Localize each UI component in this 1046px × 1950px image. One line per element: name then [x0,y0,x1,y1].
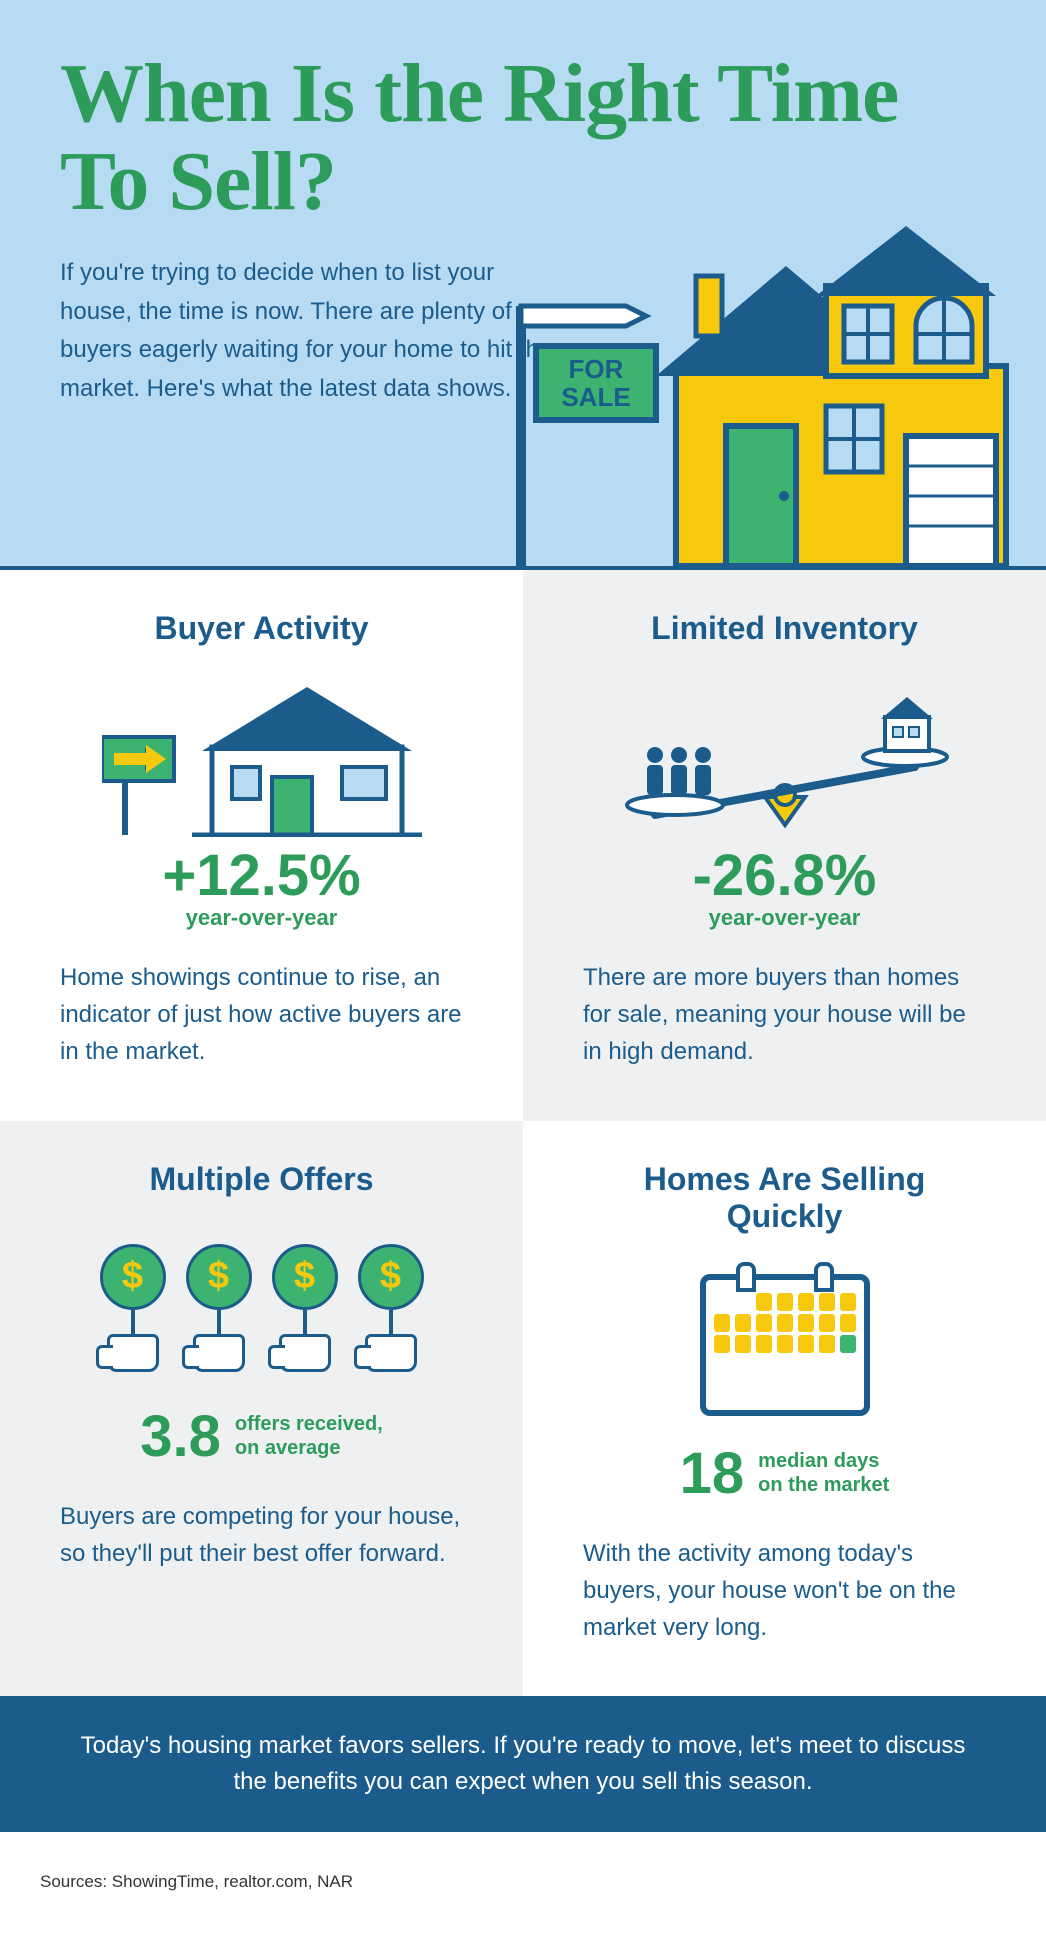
sources-text: Sources: ShowingTime, realtor.com, NAR [0,1832,1046,1942]
hero-section: When Is the Right Time To Sell? If you'r… [0,0,1046,570]
cell-desc: Home showings continue to rise, an indic… [60,959,463,1071]
cell-multiple-offers: Multiple Offers $ $ $ $ 3.8 offers recei… [0,1121,523,1697]
page-title: When Is the Right Time To Sell? [60,50,986,226]
auction-paddles-icon: $ $ $ $ [60,1223,463,1393]
seesaw-icon [583,672,986,842]
cell-desc: With the activity among today's buyers, … [583,1535,986,1647]
stat-value: 3.8 [140,1403,221,1470]
stat-value: -26.8% [583,842,986,909]
stat-label: year-over-year [583,905,986,931]
stats-grid: Buyer Activity +12.5% year-over-year Hom… [0,570,1046,1696]
cell-limited-inventory: Limited Inventory [523,570,1046,1121]
cell-title: Limited Inventory [583,610,986,647]
buyer-activity-icon [60,672,463,842]
calendar-icon [583,1260,986,1430]
cell-buyer-activity: Buyer Activity +12.5% year-over-year Hom… [0,570,523,1121]
stat-label: offers received, on average [235,1412,383,1460]
cell-title: Multiple Offers [60,1161,463,1198]
stat-value: 18 [680,1440,745,1507]
stat-label: median days on the market [758,1449,889,1497]
stat-label: year-over-year [60,905,463,931]
stat-value: +12.5% [60,842,463,909]
house-for-sale-icon: FOR SALE [496,206,1016,566]
svg-text:SALE: SALE [561,382,630,412]
svg-text:FOR: FOR [569,354,624,384]
cell-selling-quickly: Homes Are Selling Quickly 18 median days… [523,1121,1046,1697]
cell-title: Homes Are Selling Quickly [583,1161,986,1235]
cell-desc: Buyers are competing for your house, so … [60,1498,463,1572]
cell-title: Buyer Activity [60,610,463,647]
hero-intro-text: If you're trying to decide when to list … [60,254,560,408]
footer-cta: Today's housing market favors sellers. I… [0,1696,1046,1832]
cell-desc: There are more buyers than homes for sal… [583,959,986,1071]
